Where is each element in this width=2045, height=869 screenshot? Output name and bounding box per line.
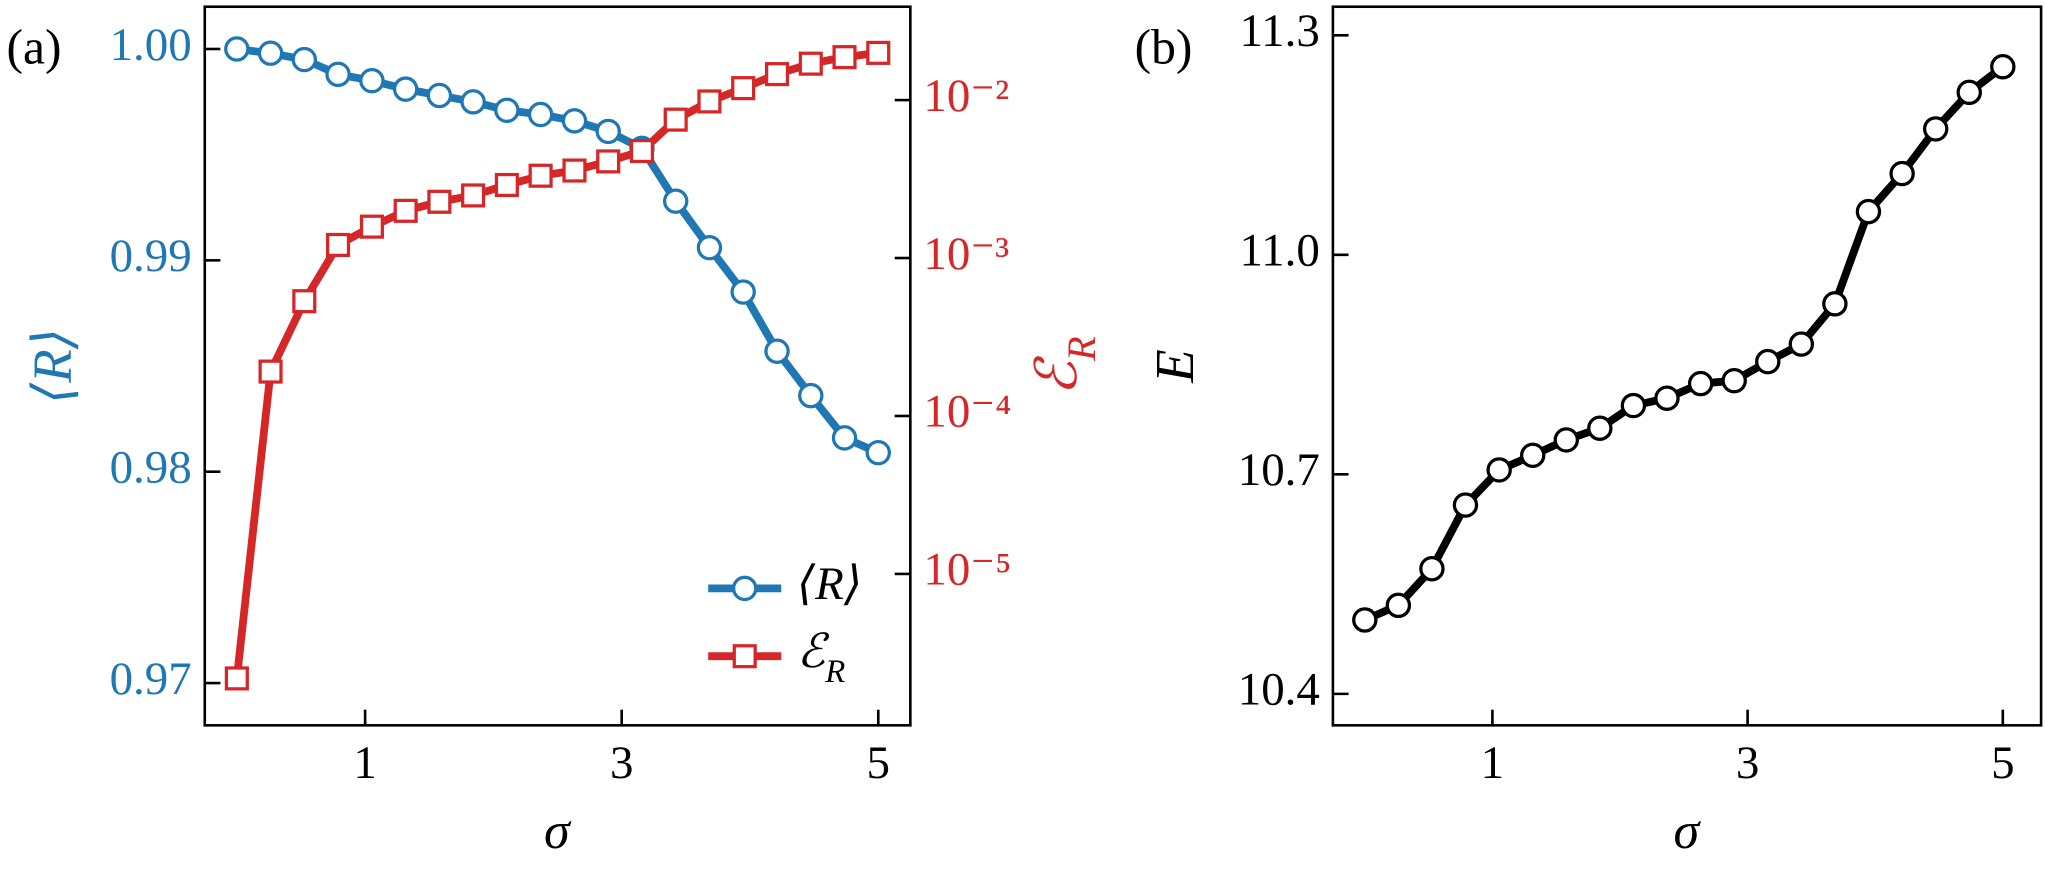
legend-label: ℰR [797, 626, 845, 690]
square-marker [832, 45, 857, 70]
circle-marker [426, 82, 453, 109]
square-marker [224, 666, 249, 691]
circle-marker [1587, 415, 1613, 441]
y-axis-label: E [1144, 349, 1205, 383]
x-tick-label: 5 [867, 737, 890, 789]
circle-marker [865, 439, 891, 466]
circle-marker [662, 188, 689, 214]
square-marker [427, 189, 452, 214]
square-marker [258, 359, 283, 384]
circle-marker [1855, 198, 1882, 225]
circle-marker [527, 101, 554, 128]
square-marker [663, 107, 688, 132]
legend-marker [732, 644, 757, 669]
square-marker [562, 158, 587, 183]
circle-marker [1452, 492, 1479, 518]
circle-marker [325, 61, 351, 88]
y-tick-label: 10.4 [1238, 664, 1320, 716]
circle-marker [1889, 160, 1915, 187]
square-marker [697, 89, 722, 114]
plot-frame [203, 5, 912, 727]
circle-marker [494, 97, 520, 124]
circle-marker [224, 36, 250, 62]
legend-label: ⟨R⟩ [797, 558, 862, 610]
y-tick-label: 1.00 [110, 19, 192, 71]
square-marker [528, 163, 553, 188]
square-marker [629, 138, 655, 164]
circle-marker [460, 89, 486, 115]
y-tick-label: 0.98 [110, 441, 192, 493]
square-marker [494, 172, 519, 198]
square-marker [798, 51, 823, 76]
y2-tick-label: 10⁻⁴ [923, 386, 1011, 438]
x-tick-label: 3 [1736, 737, 1759, 789]
circle-marker [1922, 116, 1949, 142]
circle-marker [730, 279, 756, 305]
square-marker [359, 214, 384, 239]
circle-marker [359, 67, 385, 94]
circle-marker [1990, 54, 2016, 80]
data-line [232, 48, 879, 679]
circle-marker [1553, 427, 1580, 453]
legend-marker [731, 575, 758, 602]
circle-marker [1956, 79, 1982, 106]
y2-tick-label: 10⁻⁵ [923, 544, 1011, 596]
circle-marker [831, 425, 858, 451]
square-marker [764, 62, 790, 87]
circle-marker [1721, 367, 1747, 394]
square-marker [292, 289, 317, 314]
circle-marker [561, 108, 588, 134]
x-tick-label: 5 [1991, 737, 2014, 789]
circle-marker [595, 118, 621, 145]
y-tick-label: 11.3 [1239, 5, 1319, 57]
circle-marker [1419, 556, 1445, 582]
circle-marker [1385, 592, 1412, 619]
data-line [1363, 63, 2006, 624]
x-axis-label: σ [544, 803, 572, 860]
y2-tick-label: 10⁻² [923, 70, 1009, 122]
circle-marker [1352, 607, 1378, 633]
circle-marker [291, 46, 318, 73]
y-tick-label: 0.99 [110, 230, 192, 282]
circle-marker [798, 382, 824, 409]
plot-frame [1331, 5, 2043, 727]
circle-marker [257, 40, 284, 66]
square-marker [731, 76, 756, 101]
square-marker [393, 198, 418, 223]
circle-marker [1654, 385, 1680, 411]
circle-marker [1486, 457, 1512, 483]
y2-axis-label: ℰR [1026, 336, 1104, 395]
x-tick-label: 1 [353, 737, 376, 789]
circle-marker [1822, 291, 1848, 317]
x-axis-label: σ [1673, 803, 1701, 860]
y-tick-label: 10.7 [1238, 444, 1320, 496]
square-marker [866, 40, 891, 65]
panel-label: (a) [7, 20, 62, 75]
y-axis-label: ⟨R⟩ [22, 328, 83, 404]
y2-tick-label: 10⁻³ [923, 228, 1009, 280]
circle-marker [1755, 348, 1781, 375]
circle-marker [1687, 370, 1714, 397]
circle-marker [1620, 392, 1647, 419]
y-tick-label: 0.97 [110, 653, 192, 705]
x-tick-label: 1 [1481, 737, 1504, 789]
panel-label: (b) [1135, 20, 1193, 75]
circle-marker [696, 234, 723, 261]
circle-marker [392, 76, 419, 102]
x-tick-label: 3 [610, 737, 633, 789]
circle-marker [1788, 331, 1815, 357]
circle-marker [764, 338, 790, 364]
square-marker [325, 232, 351, 258]
square-marker [596, 149, 621, 174]
square-marker [461, 183, 486, 208]
y-tick-label: 11.0 [1239, 225, 1319, 277]
circle-marker [1520, 442, 1546, 469]
